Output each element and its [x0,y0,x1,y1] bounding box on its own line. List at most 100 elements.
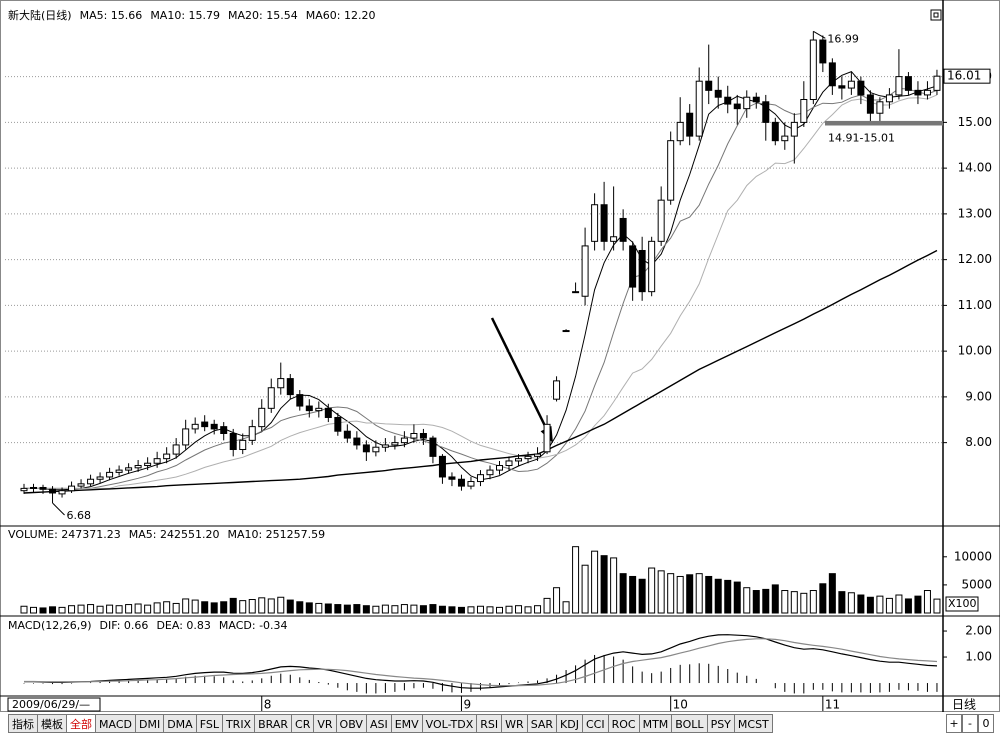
window-toggle-icon[interactable] [930,9,942,21]
candle-body [296,394,304,407]
y-tick-label: 14.00 [958,161,992,175]
indicator-tab[interactable]: TRIX [222,714,256,733]
volume-bar [77,604,85,614]
last-price-box [943,68,991,84]
candle-body [229,432,237,451]
volume-bar [923,590,931,614]
volume-bar [752,590,760,614]
panel-legend: MACD(12,26,9) [8,619,92,632]
volume-bar [296,601,304,614]
indicator-tab[interactable]: BRAR [255,714,293,733]
candle-body [572,291,580,294]
unit-label: X100 [948,597,977,610]
indicator-tab[interactable]: SAR [527,714,558,733]
date-cursor-box [7,697,101,712]
unit-box [945,596,979,612]
panel-legend: 新大陆(日线) [8,8,72,22]
y-tick-label: 9.00 [965,389,992,403]
x-tick-label: 2009/06/29/— [12,698,90,711]
volume-bar [400,604,408,614]
x-tick-label: 9 [463,698,471,712]
volume-bar [657,570,665,614]
indicator-tab[interactable]: BOLL [672,714,708,733]
volume-bar [191,599,199,614]
support-band [825,120,943,126]
indicator-tab[interactable]: WR [502,714,528,733]
panel-legend: VOLUME: 247371.23 [8,528,121,541]
candle-body [20,487,28,492]
indicator-tab[interactable]: EMV [391,714,423,733]
zoom-button[interactable]: 0 [978,714,994,733]
volume-bar [809,590,817,614]
candle-body [847,80,855,89]
zoom-button[interactable]: - [962,714,978,733]
candle-body [648,240,656,293]
indicator-tab[interactable]: FSL [196,714,223,733]
candle-body [762,101,770,123]
indicator-tab[interactable]: KDJ [557,714,583,733]
candle-body [876,101,884,114]
indicator-tab[interactable]: VOL-TDX [422,714,478,733]
indicator-tab[interactable]: 全部 [67,714,96,733]
indicator-tab[interactable]: PSY [707,714,735,733]
volume-bar [762,588,770,614]
indicator-tab[interactable]: RSI [477,714,503,733]
candle-body [429,437,437,457]
candle-body [819,39,827,64]
indicator-tabs: 指标 模板 全部 MACD DMI DMA FSL TRIX BRAR CR VR OBV ASI EMV… [8,714,773,733]
panel-legend: DEA: 0.83 [156,619,210,632]
indicator-tab[interactable]: DMA [164,714,197,733]
arrow-shaft [490,317,549,431]
indicator-tab[interactable]: MCST [734,714,773,733]
volume-bar [457,606,465,614]
volume-bar [39,607,47,614]
indicator-tab[interactable]: MTM [639,714,673,733]
annotation-leader [813,30,826,39]
volume-bar [58,606,66,614]
candle-body [705,80,713,91]
indicator-tab[interactable]: 指标 [8,714,38,733]
candle-body [343,430,351,439]
indicator-tab[interactable]: 模板 [38,714,67,733]
indicator-tab[interactable]: DMI [135,714,165,733]
candle-body [324,407,332,418]
indicator-tab[interactable]: ROC [608,714,640,733]
volume-bar [476,605,484,614]
candle-body [543,423,551,453]
candle-body [134,465,142,469]
candle-body [838,85,846,89]
zoom-button[interactable]: + [946,714,962,733]
volume-bar [277,596,285,614]
indicator-tab[interactable]: CCI [582,714,609,733]
y-tick-label: 10.00 [958,344,992,358]
indicator-tab[interactable]: OBV [336,714,367,733]
candle-body [201,421,209,428]
volume-bar [638,578,646,614]
x-tick-label: 10 [673,698,688,712]
candle-body [828,62,836,87]
indicator-tab[interactable]: MACD [96,714,136,733]
volume-bar [885,597,893,614]
macd-line [24,638,938,687]
candle-body [381,444,389,448]
candle-body [515,458,523,462]
candle-body [496,465,503,471]
macd-line [24,634,938,689]
candle-body [457,478,465,487]
candle-body [534,453,542,457]
volume-bar [515,605,523,614]
indicator-tab[interactable]: CR [292,714,315,733]
volume-bar [743,587,751,614]
volume-bar [353,604,361,614]
volume-bar [648,567,656,614]
volume-bar [847,592,855,614]
indicator-tab[interactable]: VR [314,714,337,733]
volume-bar [496,606,503,614]
indicator-tab[interactable]: ASI [366,714,392,733]
candle-body [258,407,266,428]
volume-bar [629,575,637,614]
candle-body [172,444,180,455]
volume-bar [857,594,865,614]
volume-bar [838,591,846,614]
candle-body [191,423,199,430]
